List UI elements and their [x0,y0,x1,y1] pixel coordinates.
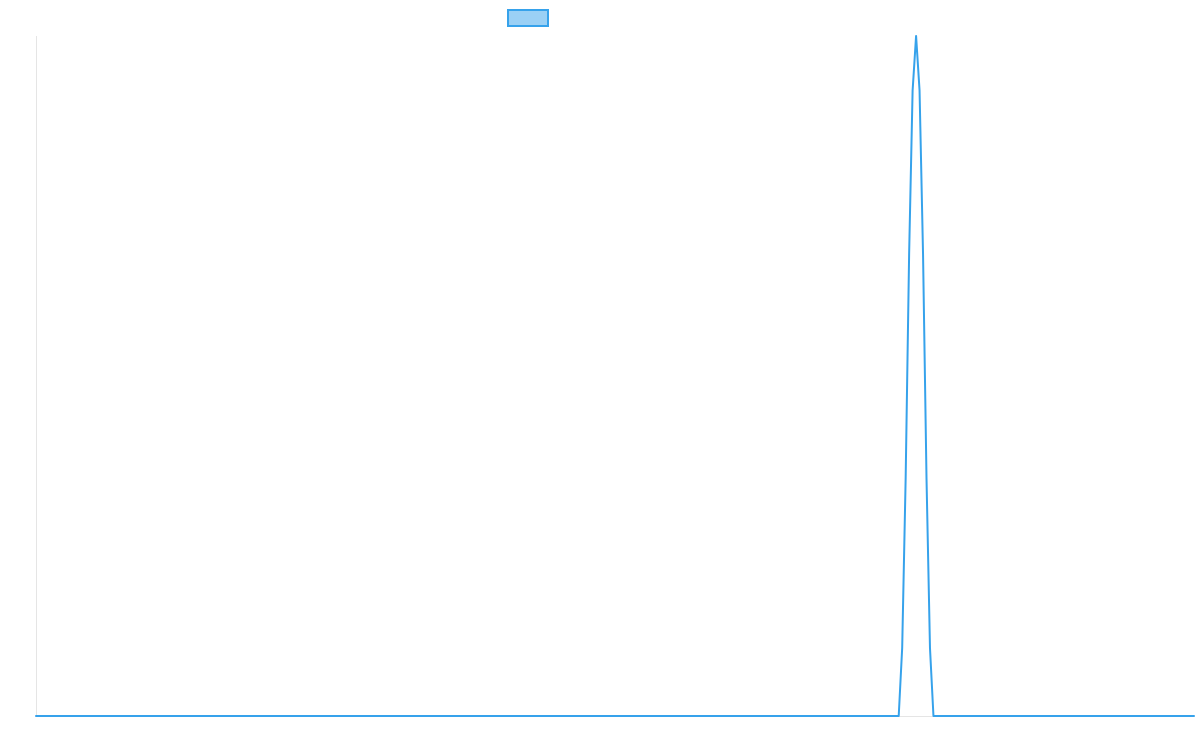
legend-swatch[interactable] [507,9,549,27]
legend[interactable] [507,9,549,27]
axes [36,36,1194,717]
series-line-0[interactable] [35,35,1195,717]
plot-area [35,35,1195,717]
